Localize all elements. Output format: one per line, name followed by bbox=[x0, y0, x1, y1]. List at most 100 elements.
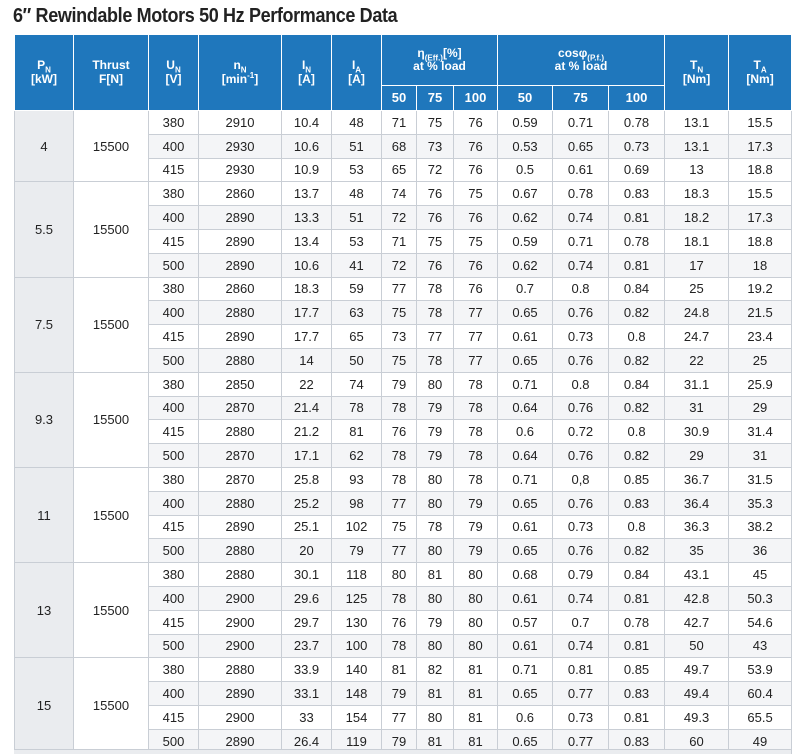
cell-in: 29.6 bbox=[281, 585, 332, 611]
cell-ta: 54.6 bbox=[728, 609, 793, 635]
cell-tn: 36.7 bbox=[664, 466, 730, 492]
cell-ia: 62 bbox=[331, 443, 382, 468]
cell-nn: 2870 bbox=[198, 443, 282, 468]
cell-nn: 2890 bbox=[198, 681, 282, 706]
table-row: 415 2900 33 154 77 80 81 0.6 0.73 0.81 49.3 65.5 bbox=[15, 704, 793, 730]
cell-pf-50: 0.61 bbox=[497, 514, 554, 540]
header-efficiency: η(Eff.)[%] at % load bbox=[380, 34, 499, 86]
cell-pf-50: 0.53 bbox=[497, 133, 554, 159]
cell-in: 33 bbox=[281, 704, 332, 730]
cell-pf-100: 0.81 bbox=[608, 633, 666, 659]
cell-pf-100: 0.85 bbox=[608, 657, 666, 683]
cell-eff-100: 80 bbox=[452, 585, 499, 611]
cell-eff-100: 76 bbox=[452, 205, 499, 230]
cell-ia: 98 bbox=[331, 490, 382, 516]
cell-ta: 31.4 bbox=[728, 419, 793, 445]
cell-thrust: 15500 bbox=[73, 181, 149, 278]
cell-un: 380 bbox=[148, 276, 199, 302]
cell-nn: 2900 bbox=[198, 633, 282, 659]
cell-eff-75: 81 bbox=[416, 562, 454, 587]
cell-eff-50: 77 bbox=[381, 490, 417, 516]
cell-tn: 36.3 bbox=[664, 514, 730, 540]
table-row: 400 2900 29.6 125 78 80 80 0.61 0.74 0.81 42.8 50.3 bbox=[15, 585, 793, 611]
cell-eff-50: 68 bbox=[381, 133, 417, 159]
cell-pf-50: 0.62 bbox=[497, 252, 554, 278]
table-row: 9.3 15500 380 2850 22 74 79 80 78 0.71 0.8 0.84 31.1… bbox=[14, 371, 793, 468]
cell-pf-50: 0.71 bbox=[497, 657, 554, 683]
cell-tn: 18.1 bbox=[664, 228, 730, 254]
cell-tn: 17 bbox=[664, 252, 730, 278]
cell-eff-50: 79 bbox=[381, 681, 417, 706]
cell-thrust: 15500 bbox=[73, 466, 149, 564]
cell-thrust: 15500 bbox=[73, 371, 149, 468]
cell-ta: 18.8 bbox=[728, 228, 793, 254]
cell-nn: 2900 bbox=[198, 585, 282, 611]
cell-eff-50: 72 bbox=[381, 252, 417, 278]
cell-pf-100: 0.78 bbox=[608, 609, 666, 635]
cell-pf-100: 0.84 bbox=[608, 562, 666, 587]
cell-pf-50: 0.61 bbox=[497, 633, 554, 659]
table-row: 15 15500 380 2880 33.9 140 81 82 81 0.71 0.81 0.85 4… bbox=[14, 657, 793, 754]
cell-pf-100: 0.83 bbox=[608, 181, 666, 207]
cell-ia: 51 bbox=[331, 133, 382, 159]
cell-pf-100: 0.83 bbox=[608, 490, 666, 516]
cell-eff-50: 78 bbox=[381, 633, 417, 659]
cell-ia: 102 bbox=[331, 514, 382, 540]
cell-eff-50: 73 bbox=[381, 324, 417, 349]
header-un: UN [V] bbox=[148, 34, 199, 111]
cell-pf-100: 0.82 bbox=[608, 395, 666, 421]
cell-in: 13.3 bbox=[281, 205, 332, 230]
cell-ta: 31 bbox=[728, 443, 793, 468]
cell-eff-100: 78 bbox=[452, 443, 499, 468]
cell-eff-75: 78 bbox=[416, 347, 454, 373]
cell-in: 25.1 bbox=[281, 514, 332, 540]
cell-eff-75: 72 bbox=[416, 157, 454, 183]
cell-eff-100: 76 bbox=[452, 157, 499, 183]
cell-pf-75: 0.74 bbox=[552, 205, 610, 230]
cell-pf-75: 0.79 bbox=[552, 562, 610, 587]
cell-eff-100: 77 bbox=[452, 347, 499, 373]
cell-eff-75: 80 bbox=[416, 466, 454, 492]
cell-eff-75: 76 bbox=[416, 205, 454, 230]
cell-in: 17.7 bbox=[281, 324, 332, 349]
header-pn: PN [kW] bbox=[14, 34, 74, 111]
cell-eff-50: 75 bbox=[381, 347, 417, 373]
cell-in: 22 bbox=[281, 371, 332, 397]
table-row: 4 15500 380 2910 10.4 48 71 75 76 0.59 0.71 0.78 13.… bbox=[14, 109, 793, 183]
cell-eff-100: 78 bbox=[452, 466, 499, 492]
cell-tn: 24.7 bbox=[664, 324, 730, 349]
cell-eff-75: 80 bbox=[416, 538, 454, 564]
header-eff-load-100: 100 bbox=[452, 85, 499, 111]
cell-pf-100: 0.73 bbox=[608, 133, 666, 159]
cell-in: 10.4 bbox=[281, 110, 332, 135]
cell-pf-100: 0.83 bbox=[608, 681, 666, 706]
header-pf-load-100: 100 bbox=[608, 85, 666, 111]
cell-pf-50: 0.7 bbox=[497, 276, 554, 302]
cell-eff-100: 77 bbox=[452, 300, 499, 326]
cell-ia: 78 bbox=[331, 395, 382, 421]
cell-in: 20 bbox=[281, 538, 332, 564]
cell-nn: 2870 bbox=[198, 466, 282, 492]
cell-pf-100: 0.82 bbox=[608, 538, 666, 564]
cell-pf-100: 0.8 bbox=[608, 324, 666, 349]
cell-in: 10.6 bbox=[281, 252, 332, 278]
cell-pf-75: 0.76 bbox=[552, 443, 610, 468]
cell-pn: 7.5 bbox=[14, 276, 74, 373]
cell-eff-100: 76 bbox=[452, 110, 499, 135]
cell-pn: 15 bbox=[14, 657, 74, 754]
cell-pf-75: 0.76 bbox=[552, 395, 610, 421]
cell-pf-50: 0.57 bbox=[497, 609, 554, 635]
cell-tn: 18.3 bbox=[664, 181, 730, 207]
cell-ia: 41 bbox=[331, 252, 382, 278]
cell-un: 400 bbox=[148, 585, 199, 611]
cell-thrust: 15500 bbox=[73, 109, 149, 183]
cell-tn: 49.3 bbox=[664, 704, 730, 730]
cell-un: 380 bbox=[148, 466, 199, 492]
cell-un: 380 bbox=[148, 657, 199, 683]
header-pf-load-50: 50 bbox=[497, 85, 554, 111]
cell-eff-75: 81 bbox=[416, 681, 454, 706]
cell-eff-50: 72 bbox=[381, 205, 417, 230]
cell-eff-75: 79 bbox=[416, 395, 454, 421]
cell-ia: 51 bbox=[331, 205, 382, 230]
table-cut-row bbox=[14, 749, 791, 754]
